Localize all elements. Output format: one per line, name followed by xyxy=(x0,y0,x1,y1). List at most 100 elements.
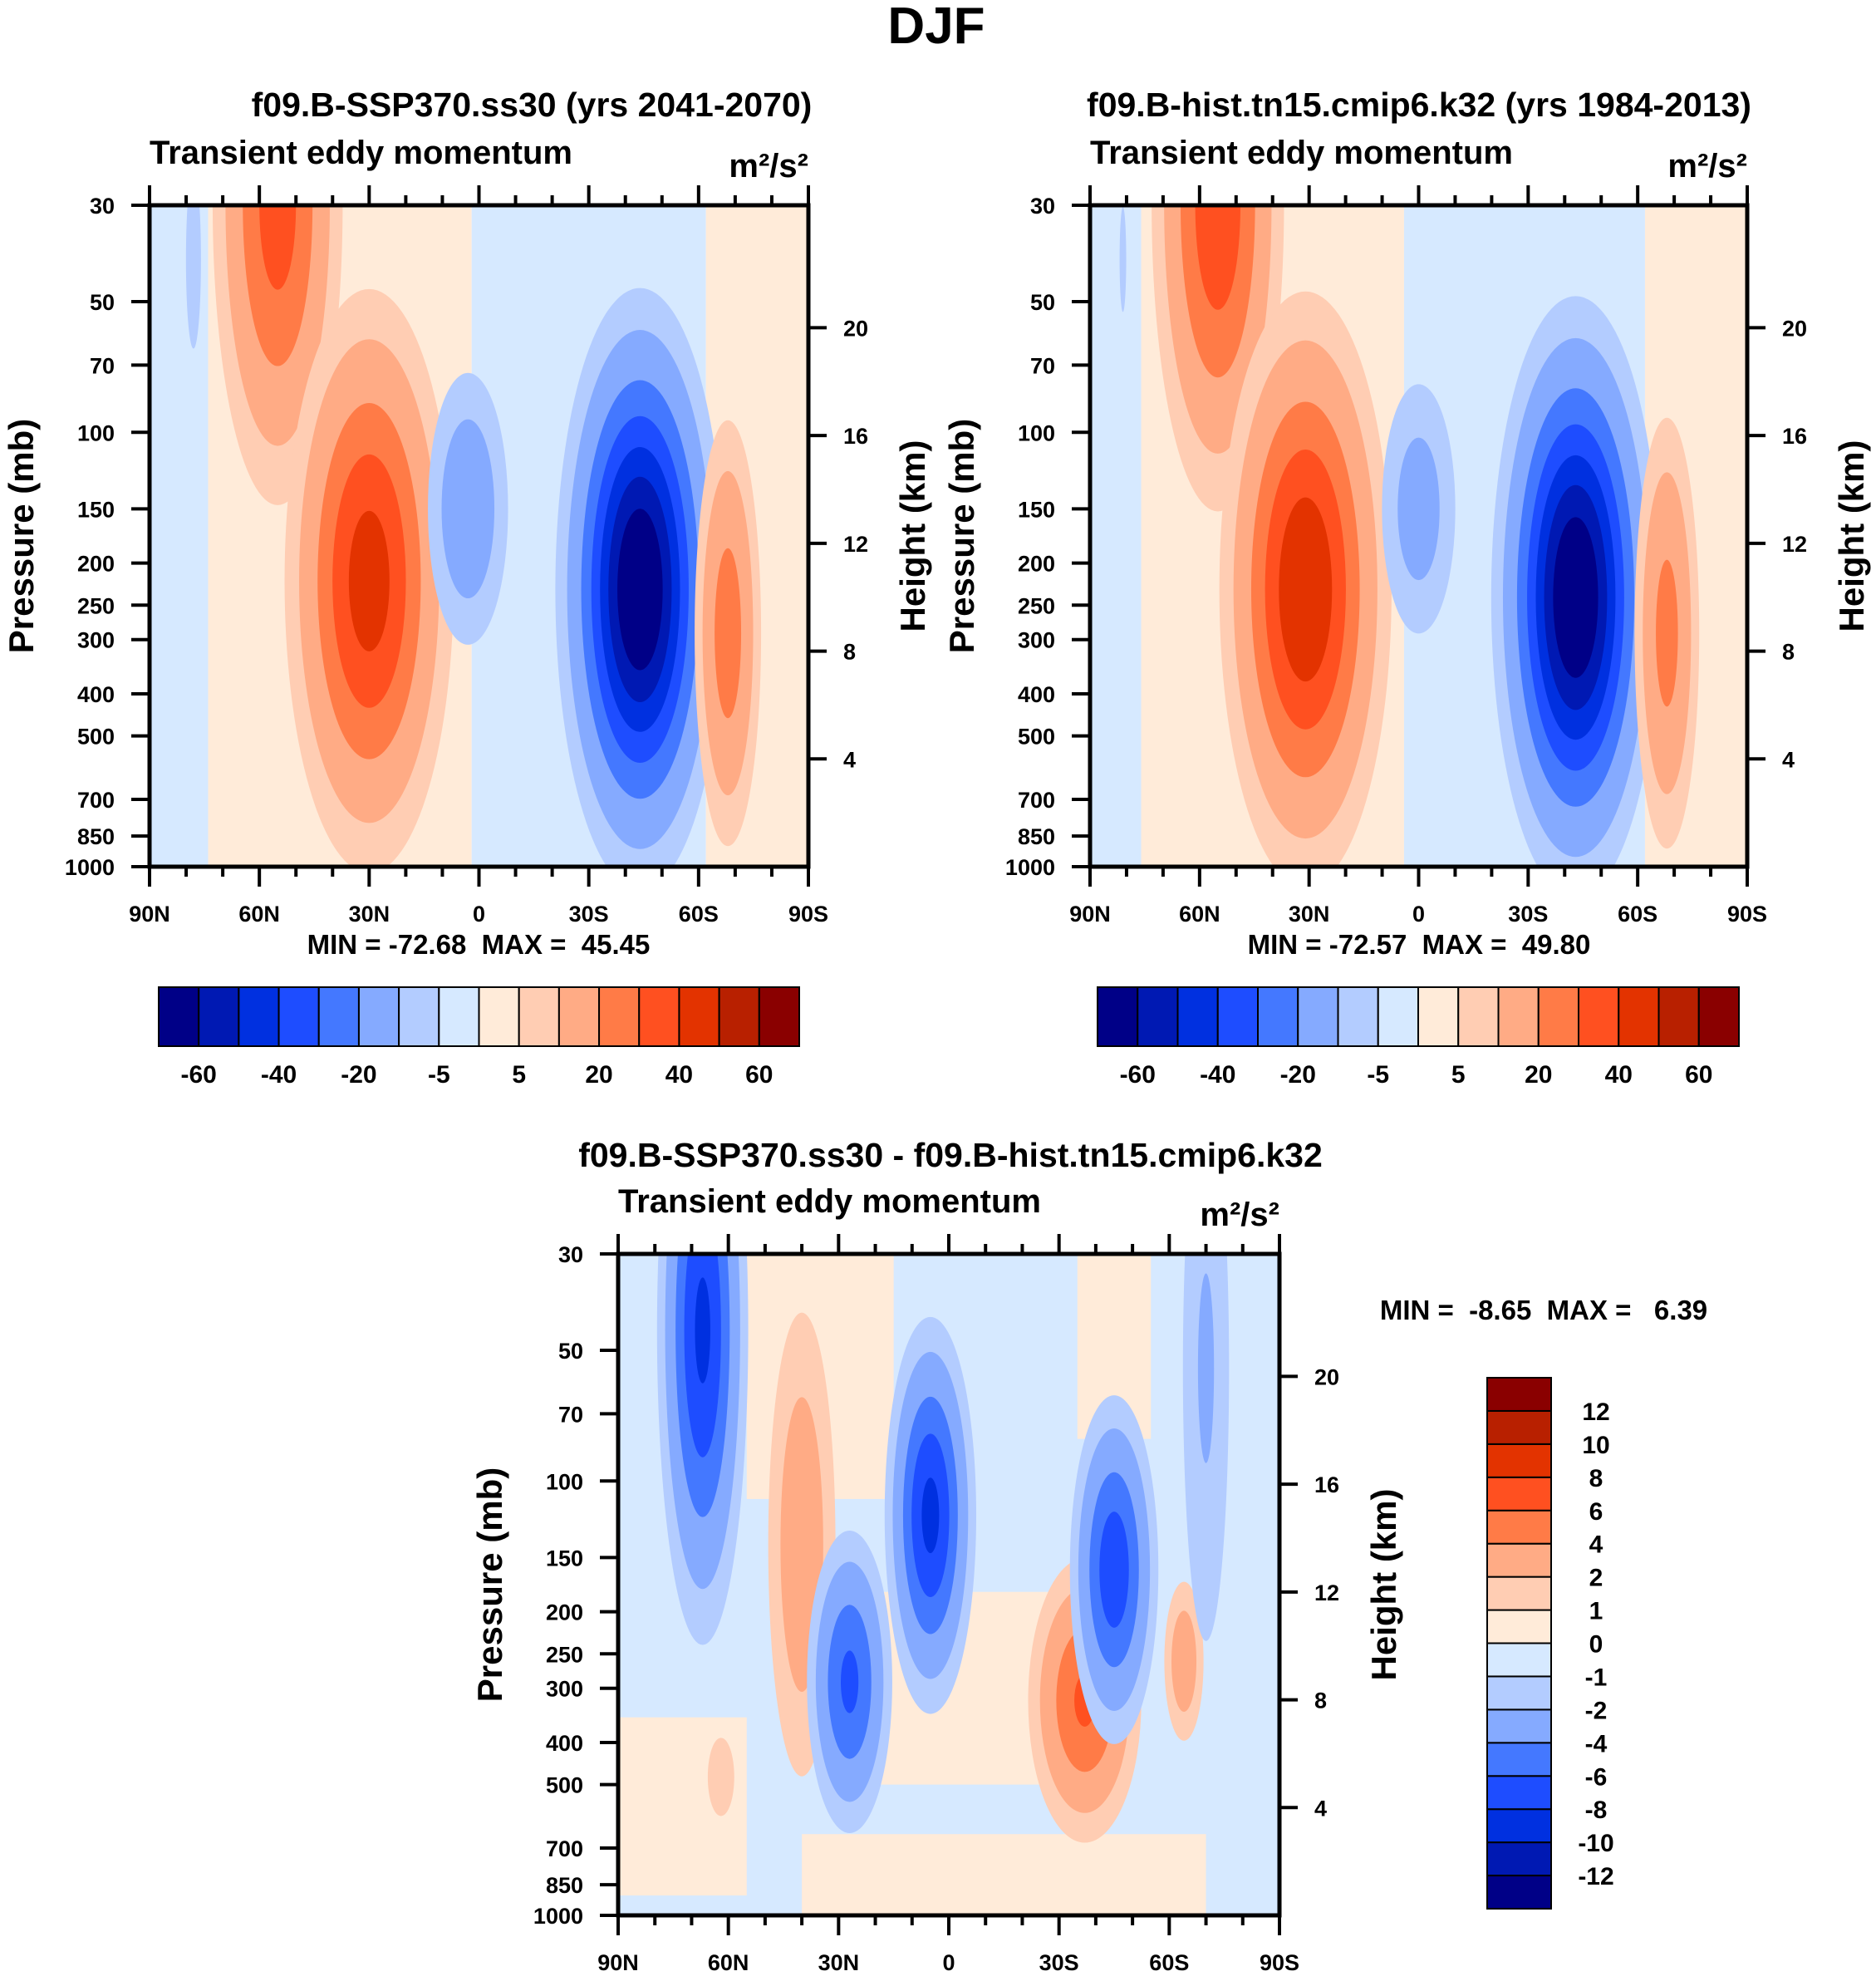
y-tick-label: 50 xyxy=(558,1339,583,1364)
x-tick-label: 0 xyxy=(1412,902,1425,927)
y-tick-label: 100 xyxy=(77,420,115,445)
colorbar-label: 60 xyxy=(1685,1061,1712,1089)
contour-level--60 xyxy=(1553,517,1599,678)
colorbar-box xyxy=(1486,1808,1552,1844)
colorbar-label: 10 xyxy=(1582,1432,1609,1459)
contour-level--10 xyxy=(441,419,495,599)
min-max-stats: MIN = -8.65 MAX = 6.39 xyxy=(1380,1295,1707,1325)
y-tick-label: 400 xyxy=(546,1731,583,1756)
colorbar-label: 4 xyxy=(1589,1531,1603,1559)
colorbar: -60 -40 -20 -5 5 20 40 60 xyxy=(1097,986,1740,1089)
height-tick-label: 16 xyxy=(1782,424,1807,449)
contour-field xyxy=(1090,205,1747,867)
x-tick-label: 90S xyxy=(1727,902,1767,927)
left-string: Transient eddy momentum xyxy=(1090,135,1513,171)
height-tick-label: 20 xyxy=(843,316,868,341)
colorbar-box xyxy=(1486,1443,1552,1478)
colorbar-box xyxy=(398,986,440,1047)
height-tick-label: 4 xyxy=(1314,1796,1327,1821)
contour-level-2 xyxy=(1171,1610,1197,1713)
units-label: m²/s² xyxy=(1667,148,1747,184)
colorbar-box xyxy=(1486,1509,1552,1545)
height-tick-label: 20 xyxy=(1782,316,1807,341)
y-tick-label: 250 xyxy=(77,593,115,618)
y-tick-label: 400 xyxy=(1018,682,1055,707)
y-tick-label: 500 xyxy=(1018,725,1055,750)
contour-level--5 xyxy=(1119,207,1127,312)
x-tick-label: 90N xyxy=(1069,902,1111,927)
colorbar-label: -5 xyxy=(1367,1061,1389,1089)
panel-title: f09.B-hist.tn15.cmip6.k32 (yrs 1984-2013… xyxy=(1087,86,1751,124)
colorbar-label: -40 xyxy=(261,1061,297,1089)
colorbar-label: -8 xyxy=(1585,1797,1608,1824)
colorbar-box xyxy=(1497,986,1540,1047)
colorbar-box xyxy=(678,986,720,1047)
colorbar-label: 40 xyxy=(665,1061,693,1089)
contour-level-30 xyxy=(1195,205,1240,310)
panel-title: f09.B-SSP370.ss30 - f09.B-hist.tn15.cmip… xyxy=(578,1136,1323,1174)
y-axis-label: Pressure (mb) xyxy=(942,419,981,653)
height-tick-label: 4 xyxy=(1782,747,1795,772)
y-tick-label: 100 xyxy=(546,1469,583,1494)
colorbar-box xyxy=(1137,986,1179,1047)
y-tick-label: 250 xyxy=(546,1642,583,1667)
colorbar-box xyxy=(1257,986,1299,1047)
y-tick-label: 300 xyxy=(1018,628,1055,653)
y-tick-label: 30 xyxy=(1030,194,1055,219)
x-tick-label: 60S xyxy=(1618,902,1657,927)
x-tick-label: 90N xyxy=(129,902,170,927)
y-tick-label: 1000 xyxy=(65,855,115,880)
height-tick-label: 16 xyxy=(843,424,868,449)
colorbar-label: 20 xyxy=(585,1061,612,1089)
y-axis-right-label: Height (km) xyxy=(1832,440,1871,632)
y-tick-label: 30 xyxy=(558,1242,583,1267)
contour-level-20 xyxy=(715,548,742,719)
y-tick-label: 700 xyxy=(546,1836,583,1861)
min-max-stats: MIN = -72.68 MAX = 45.45 xyxy=(307,929,651,960)
contour-level--8 xyxy=(921,1477,940,1554)
colorbar-box xyxy=(557,986,601,1047)
panel-1: f09.B-SSP370.ss30 (yrs 2041-2070) Transie… xyxy=(2,86,932,1089)
colorbar-box xyxy=(1486,1542,1552,1578)
x-tick-label: 60S xyxy=(679,902,719,927)
colorbar-box xyxy=(478,986,520,1047)
colorbar-label: 60 xyxy=(745,1061,773,1089)
colorbar-box xyxy=(1486,1675,1552,1711)
x-tick-label: 90N xyxy=(597,1950,639,1975)
contour-level-1 xyxy=(707,1738,734,1816)
colorbar-label: -60 xyxy=(1120,1061,1156,1089)
y-tick-label: 200 xyxy=(546,1600,583,1625)
y-tick-label: 150 xyxy=(1018,497,1055,522)
y-tick-label: 150 xyxy=(546,1546,583,1571)
colorbar-box xyxy=(1417,986,1460,1047)
colorbar-box xyxy=(1486,1841,1552,1877)
colorbar-label: 20 xyxy=(1525,1061,1552,1089)
y-tick-label: 70 xyxy=(558,1402,583,1427)
colorbar-label: -12 xyxy=(1578,1863,1613,1890)
y-tick-label: 300 xyxy=(77,628,115,653)
x-tick-label: 90S xyxy=(1260,1950,1299,1975)
colorbar-label: -60 xyxy=(181,1061,217,1089)
colorbar-label: -20 xyxy=(1280,1061,1316,1089)
colorbar-box xyxy=(317,986,360,1047)
contour-level-30 xyxy=(259,205,297,290)
x-tick-label: 30N xyxy=(1289,902,1330,927)
height-tick-label: 8 xyxy=(1314,1689,1327,1713)
colorbar-box xyxy=(1297,986,1339,1047)
height-tick-label: 12 xyxy=(1782,532,1807,557)
colorbar-box xyxy=(518,986,560,1047)
y-tick-label: 1000 xyxy=(533,1904,583,1929)
colorbar-label: 6 xyxy=(1589,1498,1603,1526)
x-tick-label: 30S xyxy=(1508,902,1548,927)
y-axis-right-label: Height (km) xyxy=(893,440,932,632)
colorbar-box xyxy=(1537,986,1579,1047)
figure-title: DJF xyxy=(887,0,985,55)
colorbar-box xyxy=(1337,986,1379,1047)
colorbar-box xyxy=(1216,986,1259,1047)
panel-3: f09.B-SSP370.ss30 - f09.B-hist.tn15.cmip… xyxy=(470,1136,1707,1975)
colorbar-label: 0 xyxy=(1589,1631,1603,1659)
contour-level--5 xyxy=(185,205,201,349)
colorbar-label: -10 xyxy=(1578,1830,1613,1857)
height-tick-label: 12 xyxy=(1314,1580,1339,1605)
